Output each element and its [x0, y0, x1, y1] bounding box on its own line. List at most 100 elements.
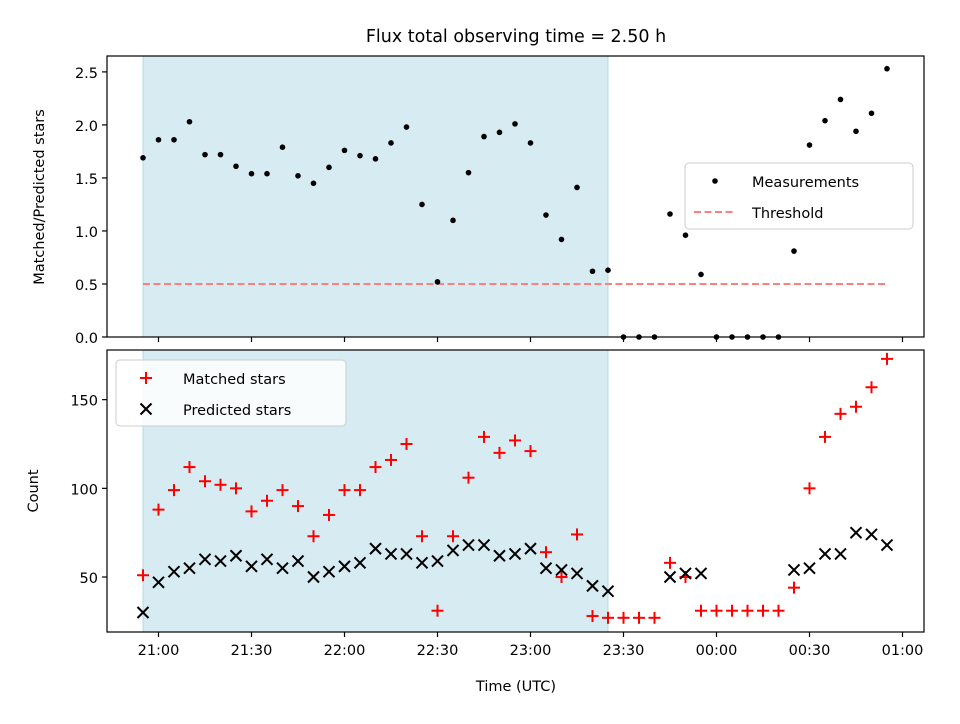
predicted-stars-point: [415, 556, 429, 570]
top-y-tick-label: 1.0: [75, 225, 98, 241]
predicted-stars-point: [539, 561, 553, 575]
measurement-point: [822, 117, 828, 124]
measurement-point: [837, 96, 844, 103]
matched-stars-point: [757, 604, 769, 617]
measurement-point: [388, 140, 394, 146]
predicted-stars-point: [834, 547, 847, 561]
matched-stars-point: [199, 475, 211, 488]
predicted-stars-point: [369, 542, 382, 555]
matched-stars-point: [648, 611, 661, 624]
predicted-stars-point: [245, 560, 258, 573]
measurement-point: [698, 271, 704, 278]
predicted-stars-point: [446, 544, 460, 557]
predicted-stars-point: [229, 549, 243, 562]
bottom-y-axis-label: Count: [26, 469, 42, 512]
matched-stars-point: [462, 471, 475, 484]
bottom-legend: Matched stars Predicted stars: [115, 359, 347, 427]
predicted-stars-point: [167, 565, 181, 578]
bottom-legend-box: [115, 359, 347, 427]
predicted-stars-point: [384, 547, 398, 561]
matched-stars-point: [695, 604, 707, 617]
predicted-stars-point: [679, 567, 692, 580]
measurement-point: [186, 118, 193, 125]
top-legend-box: [684, 162, 914, 230]
matched-stars-point: [245, 505, 258, 518]
matched-stars-point: [478, 430, 490, 443]
matched-stars-point: [385, 453, 397, 466]
predicted-stars-point: [880, 538, 894, 552]
measurement-point: [264, 170, 270, 177]
predicted-stars-point: [787, 563, 801, 577]
top-y-tick-label: 1.5: [75, 172, 98, 188]
matched-stars-point: [726, 604, 738, 617]
matched-stars-point: [850, 400, 862, 413]
matched-stars-point: [571, 528, 583, 541]
x-tick-label: 00:30: [789, 643, 831, 659]
measurement-point: [574, 184, 580, 191]
measurement-point: [341, 147, 348, 154]
measurement-point: [527, 140, 534, 146]
measurement-point: [155, 136, 162, 143]
predicted-stars-point: [260, 553, 274, 566]
predicted-stars-point: [400, 547, 413, 561]
measurement-point: [682, 232, 689, 239]
matched-stars-point: [276, 484, 289, 497]
matched-stars-point: [741, 604, 754, 617]
bottom-y-tick-label: 100: [70, 482, 98, 498]
predicted-stars-point: [214, 554, 227, 568]
matched-stars-point: [431, 604, 444, 617]
top-shaded-interval: [142, 55, 609, 338]
predicted-stars-point: [307, 570, 320, 584]
legend-predicted-stars-marker: [139, 402, 153, 416]
measurement-point: [357, 152, 363, 159]
measurement-point: [465, 169, 472, 176]
x-tick-label: 00:00: [696, 643, 738, 659]
matched-stars-point: [261, 494, 273, 507]
matched-stars-point: [524, 445, 537, 458]
matched-stars-point: [493, 446, 506, 459]
matched-stars-point: [338, 484, 351, 497]
predicted-stars-point: [524, 542, 537, 555]
predicted-stars-point: [183, 561, 196, 575]
predicted-stars-point: [694, 567, 708, 580]
predicted-stars-point: [291, 554, 305, 568]
legend-label: Predicted stars: [183, 403, 291, 419]
predicted-stars-point: [276, 561, 289, 575]
matched-stars-point: [152, 503, 165, 516]
predicted-stars-point: [601, 585, 615, 598]
predicted-stars-point: [493, 549, 506, 562]
matched-stars-point: [400, 438, 413, 450]
matched-stars-point: [230, 482, 242, 495]
x-tick-label: 21:00: [138, 643, 180, 659]
legend-measurements-marker: [712, 178, 718, 184]
matched-stars-point: [354, 484, 366, 497]
predicted-stars-point: [477, 538, 491, 552]
measurement-point: [543, 212, 549, 218]
top-y-tick-label: 0.0: [75, 331, 98, 347]
measurement-point: [791, 248, 797, 254]
measurement-point: [419, 201, 425, 208]
matched-stars-point: [183, 461, 196, 474]
predicted-stars-point: [431, 554, 444, 568]
measurement-point: [434, 279, 441, 285]
matched-stars-point: [881, 352, 893, 365]
x-tick-label: 21:30: [231, 643, 273, 659]
matched-stars-point: [617, 611, 630, 624]
bottom-axes-frame: [106, 349, 925, 633]
top-y-tick-label: 0.5: [75, 278, 98, 294]
top-y-tick-label: 2.0: [75, 119, 98, 135]
matched-stars-point: [788, 581, 800, 594]
matched-stars-point: [803, 482, 816, 495]
top-axes-frame: [106, 55, 925, 338]
measurement-point: [403, 124, 410, 130]
chart-title: Flux total observing time = 2.50 h: [366, 27, 666, 47]
measurement-point: [171, 136, 177, 143]
legend-matched-stars-marker: [140, 372, 152, 384]
legend-label: Matched stars: [183, 372, 286, 388]
measurement-point: [202, 151, 208, 158]
matched-stars-point: [555, 571, 568, 584]
measurement-point: [140, 154, 146, 161]
x-axis-label: Time (UTC): [475, 679, 556, 695]
predicted-stars-point: [353, 556, 367, 570]
top-panel: 0.0 0.5 1.0 1.5 2.0 2.5 Measurements Threshold: [75, 55, 925, 347]
